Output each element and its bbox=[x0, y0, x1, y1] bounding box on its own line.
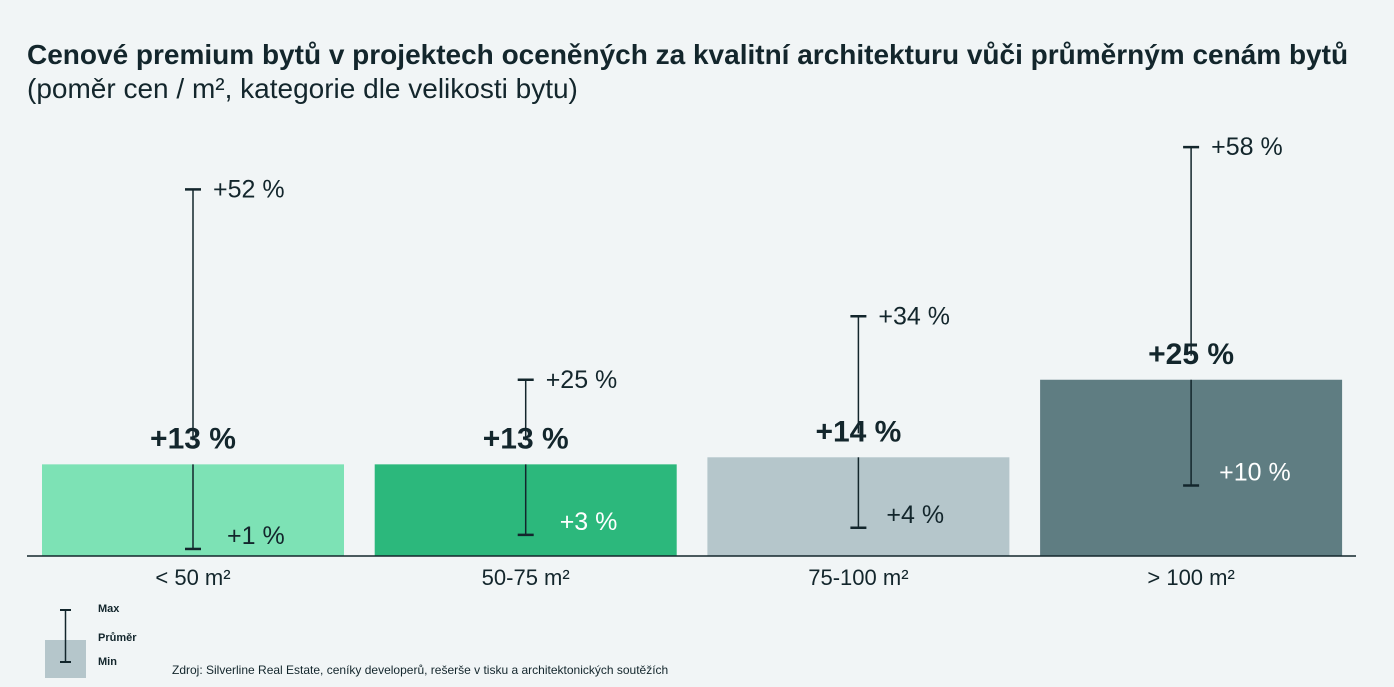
min-label-4: +10 % bbox=[1219, 459, 1291, 487]
max-label-3: +34 % bbox=[878, 302, 950, 330]
legend-label-max: Max bbox=[98, 603, 120, 615]
x-tick-label-3: 75-100 m² bbox=[808, 565, 908, 590]
max-label-2: +25 % bbox=[546, 366, 618, 394]
chart-title-bold: Cenové premium bytů v projektech oceněný… bbox=[27, 39, 1349, 70]
min-label-2: +3 % bbox=[560, 508, 618, 536]
average-label-4: +25 % bbox=[1148, 338, 1234, 371]
x-tick-label-4: > 100 m² bbox=[1147, 565, 1234, 590]
max-label-4: +58 % bbox=[1211, 133, 1283, 161]
max-label-1: +52 % bbox=[213, 175, 285, 203]
source-note: Zdroj: Silverline Real Estate, ceníky de… bbox=[172, 663, 669, 677]
legend-label-min: Min bbox=[98, 656, 117, 668]
x-tick-label-2: 50-75 m² bbox=[482, 565, 570, 590]
min-label-3: +4 % bbox=[886, 501, 944, 529]
average-label-1: +13 % bbox=[150, 422, 236, 455]
average-label-2: +13 % bbox=[483, 422, 569, 455]
chart-title-subtitle: (poměr cen / m², kategorie dle velikosti… bbox=[27, 73, 578, 104]
chart-title: Cenové premium bytů v projektech oceněný… bbox=[27, 38, 1377, 106]
x-tick-label-1: < 50 m² bbox=[155, 565, 230, 590]
legend-label-average: Průměr bbox=[98, 632, 137, 644]
min-label-1: +1 % bbox=[227, 522, 285, 550]
average-label-3: +14 % bbox=[815, 415, 901, 448]
